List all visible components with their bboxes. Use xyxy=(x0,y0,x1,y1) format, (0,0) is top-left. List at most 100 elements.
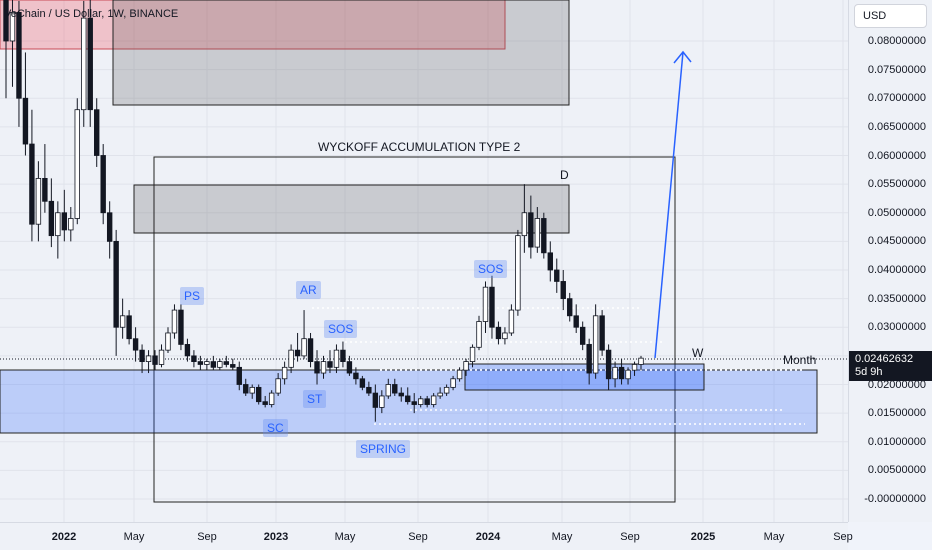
price-tick-label: 0.04000000 xyxy=(867,264,926,276)
candle-body xyxy=(346,361,353,374)
candle xyxy=(262,395,268,408)
time-scale[interactable]: 2022 May Sep 2023 May Sep 2024 May Sep 2025 May Sep xyxy=(0,522,853,550)
candle xyxy=(359,375,366,391)
candle-body xyxy=(3,0,9,42)
candle-body xyxy=(243,384,249,394)
candle-body xyxy=(372,392,379,408)
price-tick-label: 0.02000000 xyxy=(867,378,926,391)
annot-spring: SPRING xyxy=(356,440,411,458)
price-tick-label: 0.07000000 xyxy=(867,92,926,105)
candle xyxy=(450,375,456,391)
candle xyxy=(22,52,29,156)
candle xyxy=(638,355,644,371)
candle-body xyxy=(184,344,191,357)
price-tick-label: 0.06500000 xyxy=(867,120,926,133)
candle xyxy=(353,367,359,385)
candle xyxy=(223,355,230,368)
candle-body xyxy=(165,332,171,351)
candle-body xyxy=(469,346,476,363)
candle-body xyxy=(573,315,579,328)
candle xyxy=(29,109,35,242)
candle xyxy=(314,350,320,385)
candle-body xyxy=(139,349,145,362)
candle xyxy=(48,178,55,248)
candle-body xyxy=(307,338,314,363)
candle xyxy=(385,378,391,399)
candle xyxy=(515,229,521,316)
candle xyxy=(417,395,424,408)
candle xyxy=(171,304,178,339)
candle xyxy=(16,0,22,127)
candle-body xyxy=(502,332,508,340)
candle xyxy=(567,292,573,322)
candle xyxy=(456,367,463,382)
candle-body xyxy=(327,361,333,368)
candle xyxy=(243,378,249,396)
candle xyxy=(55,201,61,259)
candle xyxy=(437,387,443,399)
candle xyxy=(191,350,197,368)
candle xyxy=(405,387,411,405)
candle-body xyxy=(631,364,638,371)
candle xyxy=(618,358,625,385)
time-tick-label: 2022 xyxy=(51,531,77,543)
candle-body xyxy=(495,326,502,340)
candle xyxy=(74,98,80,225)
current-price-label: 0.02462632 5d 9h xyxy=(849,351,932,381)
candle xyxy=(333,344,340,374)
candle xyxy=(275,373,281,396)
candle xyxy=(94,98,100,167)
candle xyxy=(476,315,482,351)
candle-body xyxy=(94,109,100,156)
annot-w: W xyxy=(692,346,704,360)
candle-body xyxy=(605,349,612,380)
price-tick-label: 0.06000000 xyxy=(867,149,926,162)
candle-body xyxy=(463,361,469,371)
current-price-countdown: 5d 9h xyxy=(855,366,883,378)
candle xyxy=(502,327,508,345)
candle-body xyxy=(489,286,495,328)
candle-body xyxy=(320,361,327,374)
candle xyxy=(508,304,515,336)
candle-body xyxy=(554,269,560,282)
candle xyxy=(346,355,353,376)
candle xyxy=(372,384,379,422)
wyckoff-title: WYCKOFF ACCUMULATION TYPE 2 xyxy=(318,140,521,154)
price-chart[interactable] xyxy=(0,0,848,522)
resistance-zone-top xyxy=(112,0,570,106)
candle xyxy=(327,350,333,374)
chart-area[interactable]: VeChain / US Dollar, 1W, BINANCE WYCKOFF… xyxy=(0,0,848,522)
candle-body xyxy=(541,218,547,254)
time-tick-label: Sep xyxy=(408,531,428,543)
candle-body xyxy=(249,386,255,394)
price-tick-label: 0.01500000 xyxy=(867,407,926,420)
candle-body xyxy=(599,315,605,351)
projection-arrow-head xyxy=(673,50,692,64)
candle-body xyxy=(424,398,430,405)
candle xyxy=(210,355,217,371)
candle xyxy=(521,184,528,253)
candle xyxy=(605,344,612,391)
candle xyxy=(217,358,223,371)
currency-button[interactable]: USD xyxy=(854,4,927,28)
candle-body xyxy=(145,355,152,362)
candle xyxy=(560,270,566,311)
candle xyxy=(307,332,314,368)
candle xyxy=(301,310,307,359)
candle xyxy=(392,378,398,396)
time-tick-label: May xyxy=(334,531,356,543)
candle-body xyxy=(158,349,165,365)
candle-body xyxy=(29,143,35,225)
price-scale[interactable]: 0.08000000 0.07500000 0.07000000 0.06500000… xyxy=(848,0,932,522)
candle-body xyxy=(398,392,404,397)
candle xyxy=(294,332,301,362)
candle-body xyxy=(74,109,80,219)
candle xyxy=(554,258,560,293)
candle xyxy=(35,161,42,242)
candle xyxy=(230,358,236,371)
annot-month: Month xyxy=(783,353,817,367)
candle xyxy=(68,207,74,242)
annot-ar: AR xyxy=(296,281,321,299)
time-tick-label: 2025 xyxy=(690,531,716,543)
candle xyxy=(281,361,288,385)
